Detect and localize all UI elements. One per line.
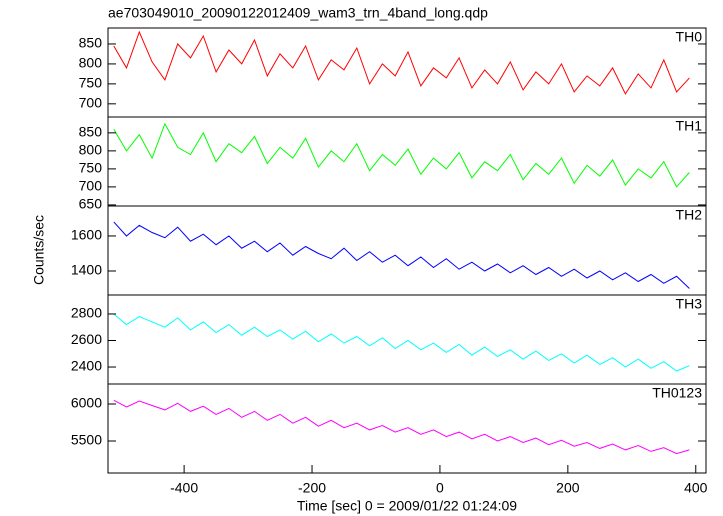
y-tick-label: 650 — [79, 196, 103, 212]
panel-label: TH3 — [676, 296, 703, 312]
y-axis-label: Counts/sec — [31, 215, 47, 285]
series-line — [113, 30, 690, 95]
plot-frame — [107, 383, 707, 474]
y-tick-label: 750 — [79, 160, 103, 176]
panel-label: TH2 — [676, 207, 703, 223]
y-tick-label: 6000 — [71, 395, 102, 411]
x-tick-label: -200 — [298, 480, 326, 496]
chart-title: ae703049010_20090122012409_wam3_trn_4ban… — [108, 5, 488, 21]
series-line — [113, 399, 690, 455]
plot-frame — [107, 294, 707, 385]
x-tick-label: 400 — [684, 480, 708, 496]
series-line — [113, 313, 690, 372]
plot-frame — [107, 116, 707, 207]
series-line — [113, 122, 690, 188]
plot-frame — [107, 27, 707, 118]
y-tick-label: 850 — [79, 35, 103, 51]
panel-label: TH0 — [676, 29, 703, 45]
y-tick-label: 2800 — [71, 305, 102, 321]
y-tick-label: 2400 — [71, 358, 102, 374]
panel-label: TH1 — [676, 118, 703, 134]
series-line — [113, 221, 690, 289]
x-tick-label: -400 — [170, 480, 198, 496]
plot-frame — [107, 205, 707, 296]
y-tick-label: 700 — [79, 178, 103, 194]
panel-label: TH0123 — [652, 385, 702, 401]
y-tick-label: 750 — [79, 75, 103, 91]
y-tick-label: 2600 — [71, 331, 102, 347]
x-tick-label: 0 — [436, 480, 444, 496]
y-tick-label: 800 — [79, 142, 103, 158]
y-tick-label: 800 — [79, 55, 103, 71]
x-axis-label: Time [sec] 0 = 2009/01/22 01:24:09 — [297, 498, 517, 514]
x-tick-label: 200 — [556, 480, 580, 496]
y-tick-label: 5500 — [71, 432, 102, 448]
y-tick-label: 1600 — [71, 227, 102, 243]
y-tick-label: 700 — [79, 95, 103, 111]
y-tick-label: 850 — [79, 124, 103, 140]
y-tick-label: 1400 — [71, 262, 102, 278]
